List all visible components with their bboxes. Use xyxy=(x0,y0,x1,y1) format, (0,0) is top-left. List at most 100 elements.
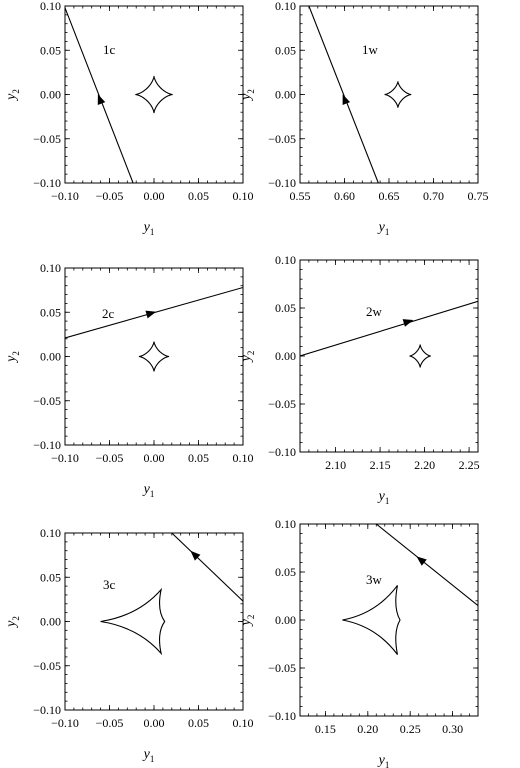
y-tick-label: −0.10 xyxy=(33,438,61,452)
x-tick-label: 0.10 xyxy=(233,716,254,730)
y-tick-label: −0.05 xyxy=(33,394,61,408)
y-tick-label: −0.05 xyxy=(268,132,296,146)
caustic-curve xyxy=(135,75,173,114)
x-tick-label: 2.20 xyxy=(414,458,435,472)
y-tick-label: 0.10 xyxy=(40,261,61,275)
x-tick-label: 0.75 xyxy=(468,189,489,203)
x-tick-label: 0.10 xyxy=(233,189,254,203)
y-tick-label: 0.00 xyxy=(275,613,296,627)
y-tick-label: 0.00 xyxy=(275,349,296,363)
plot-frame xyxy=(299,523,479,717)
source-track xyxy=(300,300,478,357)
x-axis-label: y1 xyxy=(142,747,155,764)
x-tick-label: −0.10 xyxy=(51,716,79,730)
x-tick-label: 0.30 xyxy=(442,722,463,736)
y-tick-label: −0.10 xyxy=(33,176,61,190)
x-tick-label: 2.15 xyxy=(370,458,391,472)
x-tick-label: −0.10 xyxy=(51,189,79,203)
source-track xyxy=(65,7,134,183)
source-track xyxy=(375,524,478,607)
caustic-curve xyxy=(138,341,170,372)
y-tick-label: 0.05 xyxy=(275,43,296,57)
x-axis-label: y1 xyxy=(142,482,155,499)
x-axis-label: y1 xyxy=(377,753,390,768)
panel-3c: −0.10 −0.05 0.00 0.05 0.10 0.10 0.05 0.00 −0.05 −… xyxy=(4,526,254,764)
x-tick-label: −0.05 xyxy=(96,451,124,465)
x-tick-label: 0.00 xyxy=(144,189,165,203)
y-tick-label: 0.10 xyxy=(40,0,61,13)
x-tick-label: 2.25 xyxy=(459,458,480,472)
panel-label: 2w xyxy=(366,304,383,319)
x-tick-label: 0.20 xyxy=(357,722,378,736)
x-tick-label: 0.70 xyxy=(423,189,444,203)
source-track xyxy=(171,533,243,602)
direction-arrow xyxy=(342,94,351,106)
y-axis-label: y2 xyxy=(4,89,21,102)
plot-frame xyxy=(299,259,479,453)
panel-1w: 0.55 0.60 0.65 0.70 0.75 0.10 0.05 0.00 −0.05 −0.… xyxy=(239,0,489,237)
x-tick-label: 0.05 xyxy=(188,451,209,465)
y-axis-label: y2 xyxy=(239,351,256,364)
x-tick-label: 0.00 xyxy=(144,451,165,465)
plot-frame xyxy=(64,532,244,711)
y-tick-label: −0.05 xyxy=(268,661,296,675)
y-tick-label: 0.05 xyxy=(40,43,61,57)
y-tick-label: 0.00 xyxy=(40,88,61,102)
x-tick-label: 2.10 xyxy=(325,458,346,472)
y-tick-label: −0.10 xyxy=(268,176,296,190)
y-tick-label: 0.10 xyxy=(275,253,296,267)
plot-frame xyxy=(64,5,244,184)
x-tick-label: −0.10 xyxy=(51,451,79,465)
panel-label: 3c xyxy=(103,577,116,592)
x-tick-label: 0.65 xyxy=(379,189,400,203)
x-tick-label: 0.10 xyxy=(233,451,254,465)
y-axis-label: y2 xyxy=(239,615,256,628)
caustic-curve xyxy=(342,585,401,655)
panel-label: 1w xyxy=(362,42,379,57)
direction-arrow xyxy=(416,556,427,566)
caustic-curve xyxy=(384,81,412,108)
y-tick-label: 0.00 xyxy=(275,88,296,102)
y-axis-label: y2 xyxy=(239,89,256,102)
caustic-curve xyxy=(409,344,431,368)
y-tick-label: 0.05 xyxy=(40,305,61,319)
y-tick-label: 0.10 xyxy=(275,517,296,531)
x-tick-label: −0.05 xyxy=(96,716,124,730)
y-tick-label: 0.00 xyxy=(40,615,61,629)
direction-arrow xyxy=(97,94,106,106)
x-tick-label: 0.60 xyxy=(334,189,355,203)
y-tick-label: −0.10 xyxy=(268,445,296,459)
x-tick-label: 0.05 xyxy=(188,716,209,730)
x-tick-label: 0.00 xyxy=(144,716,165,730)
x-axis-label: y1 xyxy=(377,220,390,237)
panel-2c: −0.10 −0.05 0.00 0.05 0.10 0.10 0.05 0.00 −0.05 −… xyxy=(4,261,254,499)
panel-3w: 0.15 0.20 0.25 0.30 0.10 0.05 0.00 −0.05 −0.10 y1… xyxy=(239,517,479,768)
plot-frame xyxy=(299,5,479,184)
caustic-curve xyxy=(100,587,166,656)
source-track xyxy=(308,6,379,183)
direction-arrow xyxy=(190,550,201,561)
y-tick-label: −0.05 xyxy=(268,397,296,411)
y-axis-label: y2 xyxy=(4,616,21,629)
direction-arrow xyxy=(145,310,157,319)
x-axis-label: y1 xyxy=(377,489,390,506)
y-tick-label: 0.05 xyxy=(275,565,296,579)
y-tick-label: −0.10 xyxy=(33,703,61,717)
panel-label: 1c xyxy=(103,42,116,57)
y-tick-label: 0.10 xyxy=(275,0,296,13)
x-tick-label: −0.05 xyxy=(96,189,124,203)
y-tick-label: 0.00 xyxy=(40,350,61,364)
direction-arrow xyxy=(402,319,414,327)
x-axis-label: y1 xyxy=(142,220,155,237)
y-tick-label: 0.10 xyxy=(40,526,61,540)
panel-2w: 2.10 2.15 2.20 2.25 0.10 0.05 0.00 −0.05 −0.10 y1… xyxy=(239,253,480,506)
y-axis-label: y2 xyxy=(4,351,21,364)
panel-label: 2c xyxy=(102,306,115,321)
x-tick-label: 0.15 xyxy=(315,722,336,736)
x-tick-label: 0.05 xyxy=(188,189,209,203)
panel-1c: −0.10 −0.05 0.00 0.05 0.10 0.10 0.05 0.00 −0.05 −… xyxy=(4,0,254,237)
y-tick-label: 0.05 xyxy=(40,570,61,584)
y-tick-label: −0.10 xyxy=(268,709,296,723)
x-tick-label: 0.55 xyxy=(290,189,311,203)
